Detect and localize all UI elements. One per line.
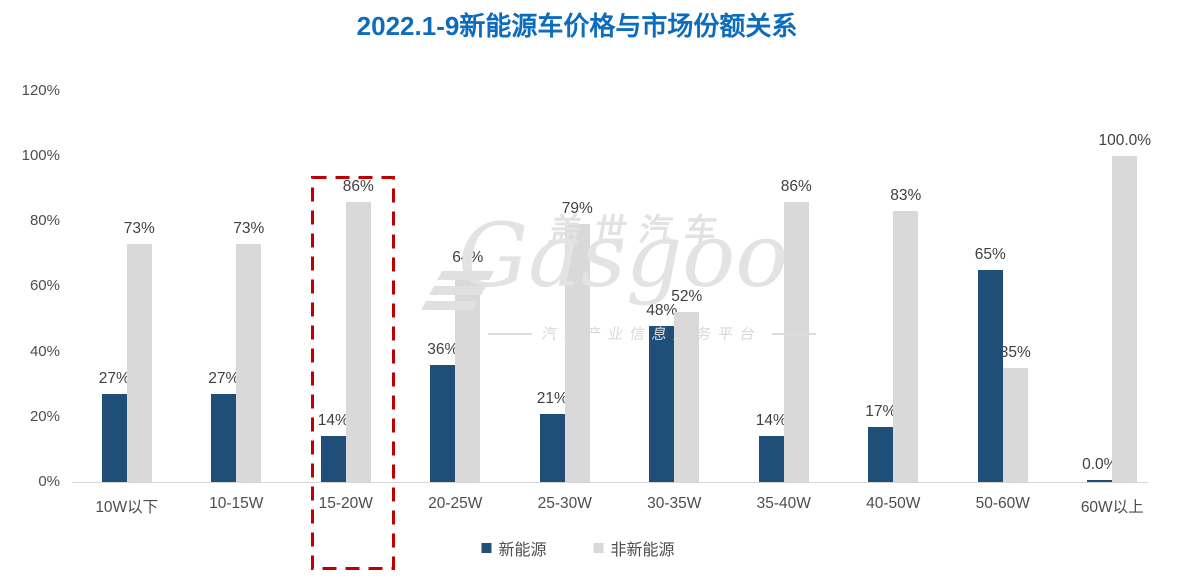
bar-value-label: 100.0% — [1098, 132, 1152, 149]
bar-value-label: 48% — [646, 302, 678, 319]
x-axis-label: 30-35W — [647, 495, 702, 512]
bar-value-label: 86% — [780, 178, 812, 195]
x-axis-label: 40-50W — [866, 495, 921, 512]
bar-value-label: 36% — [427, 341, 459, 358]
x-axis-label: 15-20W — [318, 495, 373, 512]
bar-non-new-energy — [783, 202, 809, 482]
bar-new-energy — [101, 394, 127, 482]
bar-value-label: 83% — [890, 187, 922, 204]
x-axis-label: 50-60W — [975, 495, 1030, 512]
y-axis-tick: 60% — [29, 277, 60, 295]
x-axis-label: 10W以下 — [95, 499, 159, 516]
chart-title: 2022.1-9新能源车价格与市场份额关系 — [356, 11, 798, 41]
y-axis-tick: 80% — [29, 212, 60, 230]
legend-swatch-non-new-energy — [593, 543, 604, 553]
y-axis-tick: 20% — [29, 407, 60, 425]
y-axis-tick: 0% — [38, 473, 60, 490]
x-axis-label: 60W以上 — [1080, 499, 1144, 516]
bar-value-label: 35% — [999, 344, 1031, 361]
bar-non-new-energy — [455, 273, 481, 482]
bar-non-new-energy — [126, 244, 152, 482]
bar-value-label: 14% — [317, 412, 349, 429]
legend-label-new-energy: 新能源 — [498, 542, 547, 559]
bar-value-label: 64% — [452, 249, 484, 266]
bar-non-new-energy — [674, 312, 700, 482]
x-axis-line — [72, 482, 1148, 483]
bar-value-label: 73% — [233, 220, 265, 237]
x-axis-label: 20-25W — [428, 495, 483, 512]
bar-value-label: 14% — [755, 412, 787, 429]
bar-new-energy — [211, 394, 237, 482]
bar-value-label: 21% — [536, 390, 568, 407]
bar-value-label: 79% — [561, 200, 593, 217]
bar-value-label: 52% — [671, 288, 703, 305]
bar-non-new-energy — [564, 224, 590, 482]
bar-value-label: 27% — [208, 370, 240, 387]
bar-non-new-energy — [893, 211, 919, 482]
bar-new-energy — [320, 436, 346, 482]
legend-label-non-new-energy: 非新能源 — [610, 542, 675, 559]
y-axis-tick: 100% — [21, 147, 60, 164]
bar-new-energy — [977, 270, 1003, 482]
bar-value-label: 0.0% — [1082, 456, 1118, 473]
bar-non-new-energy — [1112, 156, 1138, 482]
bar-new-energy — [539, 414, 565, 482]
bar-value-label: 86% — [342, 178, 374, 195]
bar-value-label: 73% — [123, 220, 155, 237]
bar-value-label: 17% — [865, 403, 897, 420]
legend-swatch-new-energy — [481, 543, 492, 553]
x-axis-label: 25-30W — [537, 495, 592, 512]
y-axis-tick: 120% — [21, 81, 60, 99]
bar-value-label: 65% — [974, 246, 1006, 263]
bar-non-new-energy — [1002, 368, 1028, 482]
legend-item-new-energy: 新能源 — [481, 536, 547, 560]
bar-new-energy — [868, 427, 894, 482]
bar-new-energy — [758, 436, 784, 482]
bar-new-energy — [649, 326, 675, 482]
bar-value-label: 27% — [98, 370, 130, 387]
bar-new-energy — [430, 365, 456, 482]
legend-item-non-new-energy: 非新能源 — [593, 536, 675, 560]
bar-new-energy — [1087, 480, 1113, 482]
x-axis-label: 10-15W — [209, 495, 264, 512]
bar-non-new-energy — [236, 244, 262, 482]
x-axis-label: 35-40W — [756, 495, 811, 512]
bar-non-new-energy — [345, 202, 371, 482]
legend: 新能源 非新能源 — [481, 536, 675, 560]
y-axis-tick: 40% — [29, 342, 60, 360]
